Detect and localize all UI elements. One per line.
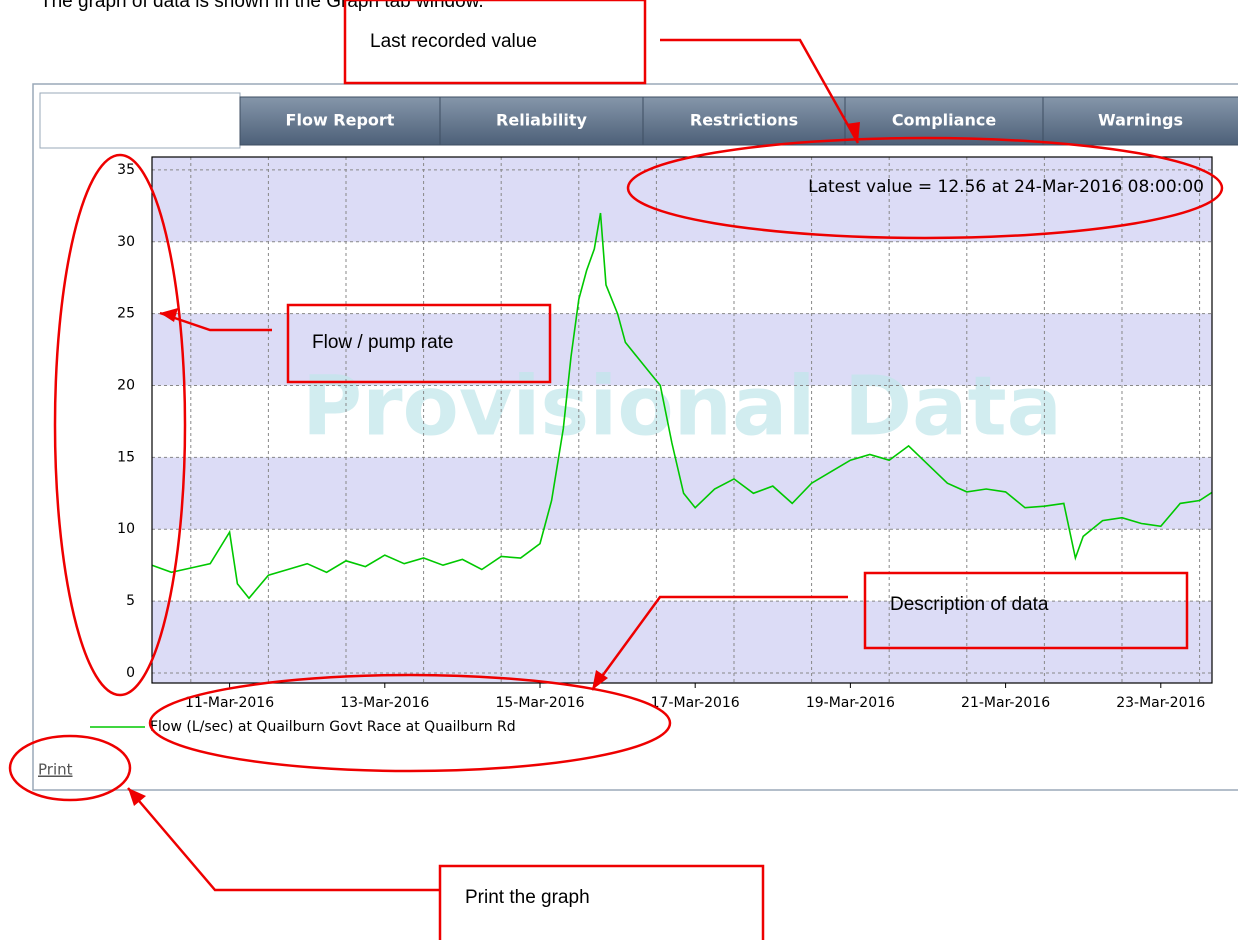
arrow-head <box>846 122 860 143</box>
arrow <box>159 311 272 332</box>
latest-value: Latest value = 12.56 at 24-Mar-2016 08:0… <box>808 177 1204 197</box>
callout-box <box>863 571 1189 650</box>
band <box>152 313 1212 386</box>
tab-label: Reliability <box>496 111 587 130</box>
data-line <box>151 212 1213 600</box>
x-tick-label: 13-Mar-2016 <box>340 695 429 711</box>
band <box>152 601 1212 683</box>
tab[interactable] <box>439 96 644 146</box>
x-tick-label: 11-Mar-2016 <box>185 695 274 711</box>
y-tick-label: 5 <box>126 593 135 609</box>
chart: Provisional Data 0 5 10 15 20 25 30 35 11-Mar-201… <box>117 156 1213 711</box>
tab-label: Restrictions <box>690 111 798 130</box>
plot-area <box>152 157 1212 683</box>
intro-text: The graph of data is shown in the Graph … <box>40 0 484 12</box>
callout-text: Last recorded value <box>370 31 537 52</box>
tab[interactable] <box>1042 96 1238 146</box>
band <box>152 157 1212 242</box>
tab-label: Warnings <box>1098 111 1183 130</box>
highlight-ellipse <box>8 734 132 802</box>
arrow <box>127 787 440 892</box>
y-tick-label: 25 <box>117 306 135 322</box>
x-tick-label: 21-Mar-2016 <box>961 695 1050 711</box>
arrow-head <box>160 308 178 322</box>
highlight-ellipse <box>148 673 672 773</box>
annotations <box>8 0 1224 940</box>
y-tick-label: 30 <box>117 234 135 250</box>
callout-text: Print the graph <box>465 887 590 908</box>
y-tick-label: 15 <box>117 449 135 465</box>
tab-label: Graph <box>113 111 168 130</box>
arrow-heads <box>128 122 860 806</box>
tab-label: Flow Report <box>286 111 395 130</box>
watermark: Provisional Data <box>302 359 1062 454</box>
tab-bar: Graph Flow Report Reliability Restrictions C… <box>39 92 1238 149</box>
tab[interactable] <box>239 96 441 146</box>
callout-text: Flow / pump rate <box>312 332 454 353</box>
callout-box <box>438 864 765 940</box>
tab-label: Compliance <box>892 111 997 130</box>
callout-box <box>286 303 552 384</box>
x-tick-label: 19-Mar-2016 <box>806 695 895 711</box>
arrow <box>660 38 860 144</box>
y-tick-label: 0 <box>126 665 135 681</box>
y-tick-label: 35 <box>117 162 135 178</box>
arrow <box>590 595 848 691</box>
band <box>152 457 1212 530</box>
plot-border <box>151 156 1213 684</box>
highlight-ellipse <box>53 153 187 697</box>
x-tick-label: 23-Mar-2016 <box>1116 695 1205 711</box>
tab[interactable] <box>642 96 846 146</box>
highlight-ellipse <box>626 136 1224 240</box>
x-tick-label: 15-Mar-2016 <box>495 695 584 711</box>
y-tick-label: 10 <box>117 521 135 537</box>
x-tick-label: 17-Mar-2016 <box>651 695 740 711</box>
legend-label: Flow (L/sec) at Quailburn Govt Race at Q… <box>150 719 516 735</box>
arrow-head <box>592 670 608 690</box>
arrow-head <box>128 788 146 806</box>
callout-box <box>343 0 647 85</box>
callout-text: Description of data <box>890 594 1049 615</box>
y-tick-label: 20 <box>117 378 135 394</box>
tab[interactable] <box>39 92 241 149</box>
print-link[interactable]: Print <box>38 761 73 779</box>
